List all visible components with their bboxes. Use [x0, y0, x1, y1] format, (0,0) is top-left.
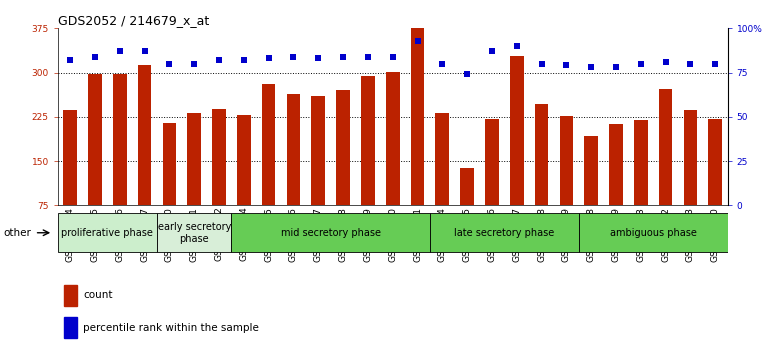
Bar — [311, 96, 325, 205]
Point — [461, 72, 474, 77]
Point — [659, 59, 671, 65]
Point — [64, 57, 76, 63]
Bar — [336, 90, 350, 205]
Bar — [138, 65, 152, 205]
Point — [287, 54, 300, 59]
Text: ambiguous phase: ambiguous phase — [610, 228, 697, 238]
Bar — [187, 113, 201, 205]
Point — [561, 63, 573, 68]
Point — [362, 54, 374, 59]
Point — [585, 64, 598, 70]
Bar — [609, 124, 623, 205]
Bar — [65, 317, 76, 338]
Text: count: count — [83, 290, 112, 300]
Bar — [410, 28, 424, 205]
Bar — [460, 167, 474, 205]
Text: percentile rank within the sample: percentile rank within the sample — [83, 323, 259, 333]
Point — [685, 61, 697, 67]
Text: other: other — [3, 228, 31, 238]
FancyBboxPatch shape — [232, 213, 430, 252]
Text: late secretory phase: late secretory phase — [454, 228, 554, 238]
Bar — [386, 72, 400, 205]
Bar — [510, 56, 524, 205]
Point — [139, 48, 151, 54]
Point — [709, 61, 721, 67]
Text: mid secretory phase: mid secretory phase — [281, 228, 380, 238]
Bar — [63, 110, 77, 205]
FancyBboxPatch shape — [157, 213, 232, 252]
Point — [163, 61, 176, 67]
FancyBboxPatch shape — [430, 213, 579, 252]
Point — [312, 56, 324, 61]
Text: early secretory
phase: early secretory phase — [158, 222, 231, 244]
Bar — [634, 120, 648, 205]
Bar — [584, 136, 598, 205]
Bar — [485, 119, 499, 205]
Point — [634, 61, 647, 67]
Text: proliferative phase: proliferative phase — [62, 228, 153, 238]
Bar — [560, 116, 573, 205]
Bar — [436, 113, 449, 205]
Bar — [361, 75, 375, 205]
Point — [411, 38, 424, 44]
Bar — [286, 95, 300, 205]
Point — [436, 61, 448, 67]
Bar — [708, 119, 722, 205]
Point — [213, 57, 225, 63]
Point — [535, 61, 547, 67]
Point — [114, 48, 126, 54]
Point — [238, 57, 250, 63]
Bar — [162, 123, 176, 205]
Bar — [113, 74, 126, 205]
Bar — [237, 115, 251, 205]
Bar — [65, 285, 76, 306]
Point — [486, 48, 498, 54]
FancyBboxPatch shape — [579, 213, 728, 252]
FancyBboxPatch shape — [58, 213, 157, 252]
Point — [188, 61, 200, 67]
Point — [263, 56, 275, 61]
Bar — [534, 104, 548, 205]
Point — [387, 54, 399, 59]
Text: GDS2052 / 214679_x_at: GDS2052 / 214679_x_at — [58, 14, 209, 27]
Point — [610, 64, 622, 70]
Bar — [88, 74, 102, 205]
Bar — [684, 110, 698, 205]
Point — [337, 54, 350, 59]
Point — [511, 43, 523, 49]
Bar — [213, 109, 226, 205]
Point — [89, 54, 101, 59]
Bar — [659, 89, 672, 205]
Bar — [262, 84, 276, 205]
